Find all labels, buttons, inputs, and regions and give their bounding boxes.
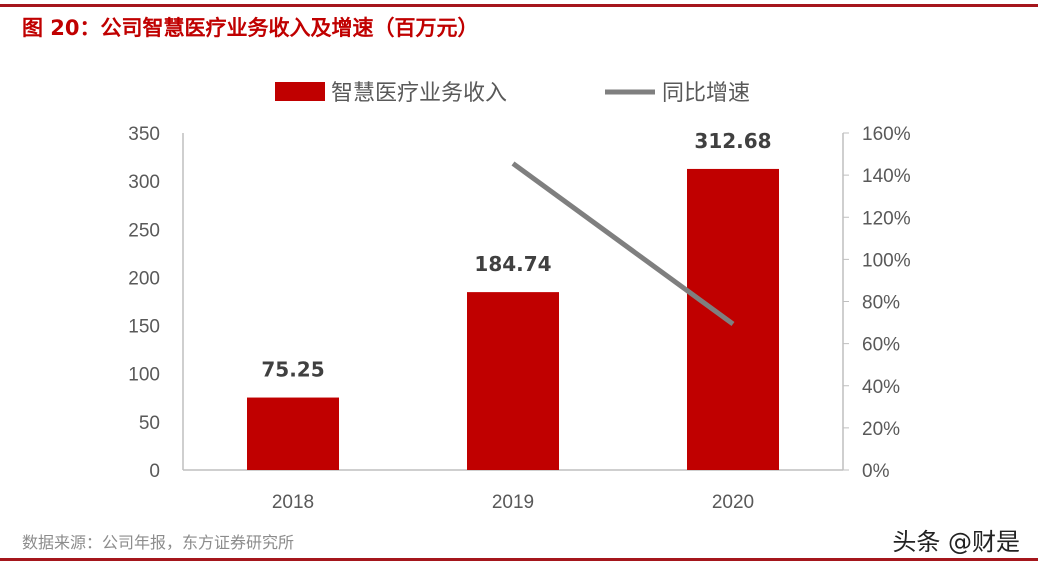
chart-title: 图 20：公司智慧医疗业务收入及增速（百万元）	[22, 16, 479, 40]
y-left-tick-label: 250	[128, 220, 160, 241]
data-label: 312.68	[694, 129, 771, 153]
bar-2019	[467, 292, 559, 470]
y-right-tick-label: 160%	[862, 124, 911, 145]
y-right-tick-label: 20%	[862, 419, 900, 440]
y-left-tick-label: 100	[128, 365, 160, 386]
y-left-tick-label: 350	[128, 124, 160, 145]
bottom-rule	[0, 558, 1038, 561]
watermark: 头条 @财是	[892, 528, 1020, 556]
y-left-tick-label: 0	[149, 461, 160, 482]
data-label: 184.74	[474, 252, 551, 276]
top-rule	[0, 4, 1038, 7]
x-tick-label: 2020	[712, 492, 754, 513]
bar-2018	[247, 397, 339, 470]
bar-2020	[687, 168, 779, 470]
data-label: 75.25	[261, 358, 324, 382]
legend-label-revenue: 智慧医疗业务收入	[331, 81, 507, 106]
y-right-tick-label: 80%	[862, 293, 900, 314]
y-left-tick-label: 300	[128, 172, 160, 193]
y-right-tick-label: 140%	[862, 166, 911, 187]
legend-label-growth: 同比增速	[662, 81, 750, 106]
growth-line	[511, 161, 735, 327]
y-right-tick-label: 0%	[862, 461, 890, 482]
y-left-tick-label: 50	[139, 413, 160, 434]
y-right-tick-label: 120%	[862, 208, 911, 229]
y-right-tick-label: 40%	[862, 377, 900, 398]
x-tick-label: 2018	[272, 492, 314, 513]
y-left-tick-label: 150	[128, 317, 160, 338]
y-left-tick-label: 200	[128, 268, 160, 289]
x-tick-label: 2019	[492, 492, 534, 513]
y-right-tick-label: 100%	[862, 250, 911, 271]
legend-swatch-revenue	[275, 82, 325, 101]
source-note: 数据来源：公司年报，东方证券研究所	[22, 533, 295, 552]
y-right-tick-label: 60%	[862, 335, 900, 356]
